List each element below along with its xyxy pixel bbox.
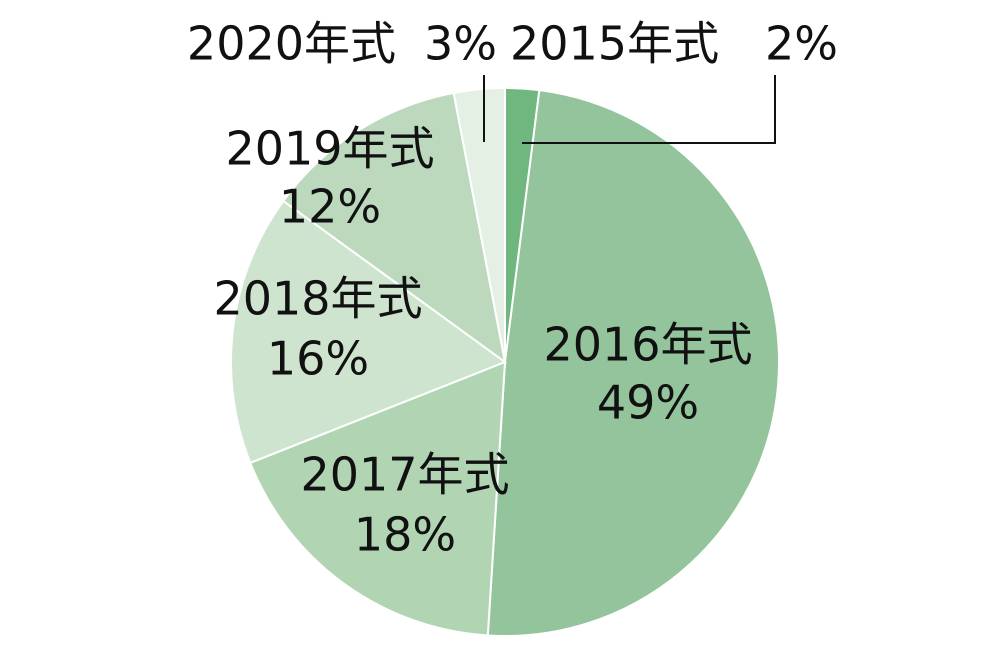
pie-slice: [248, 360, 507, 637]
value-label: 12%: [279, 180, 381, 234]
value-label: 49%: [597, 376, 699, 430]
category-label: 2015年式: [510, 17, 719, 71]
category-label: 2018年式: [213, 272, 422, 326]
pie-slice: [452, 86, 506, 363]
value-label: 18%: [354, 508, 456, 562]
pie: [230, 86, 780, 637]
leader-line: [522, 75, 776, 144]
pie-slice: [486, 89, 780, 637]
value-label: 2%: [765, 17, 838, 71]
category-label: 2017年式: [300, 448, 509, 502]
value-label: 3%: [424, 17, 497, 71]
value-label: 16%: [267, 332, 369, 386]
pie-slice: [230, 199, 508, 465]
category-label: 2016年式: [543, 318, 752, 372]
pie-slice: [281, 91, 507, 365]
category-label: 2020年式: [187, 17, 396, 71]
category-label: 2019年式: [225, 122, 434, 176]
